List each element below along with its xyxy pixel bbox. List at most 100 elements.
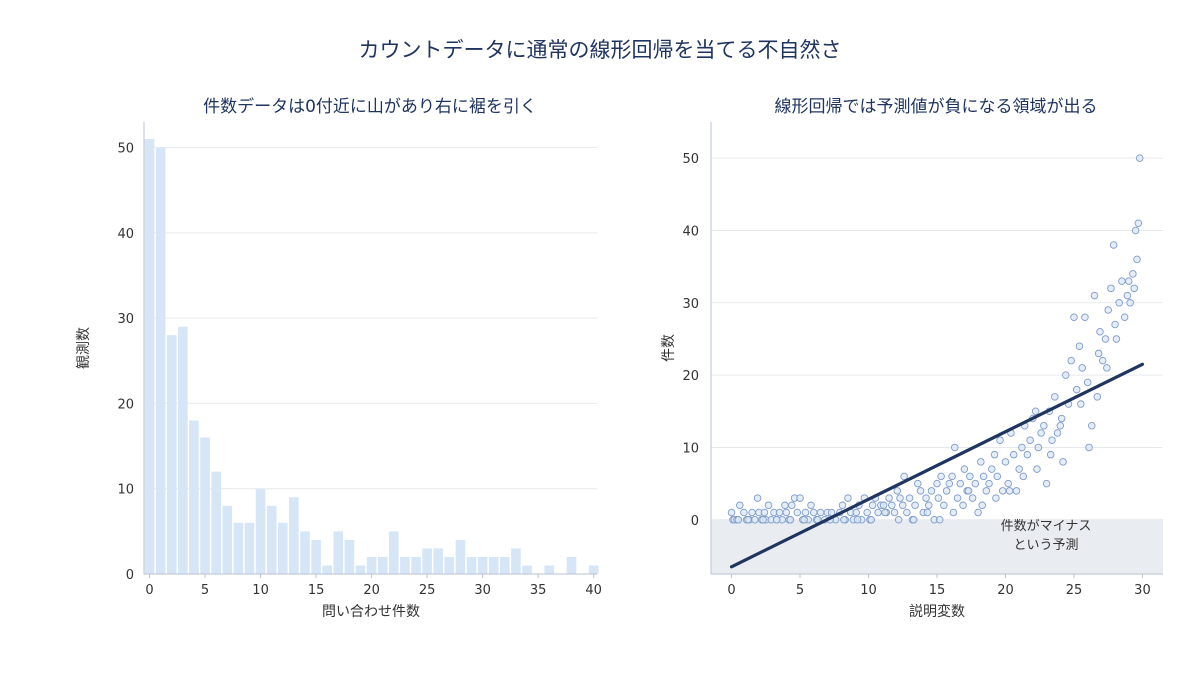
scatter-point bbox=[1109, 241, 1118, 249]
scatter-point bbox=[1057, 414, 1066, 423]
histogram-bar bbox=[455, 539, 466, 574]
scatter-point bbox=[1104, 306, 1112, 314]
histogram-bar bbox=[411, 556, 421, 574]
scatter-point bbox=[1019, 472, 1028, 481]
scatter-point bbox=[914, 479, 922, 488]
scatter-point bbox=[1009, 450, 1018, 459]
scatter-point bbox=[809, 508, 818, 517]
scatter-point bbox=[853, 516, 862, 524]
scatter-point bbox=[990, 450, 999, 459]
scatter-point bbox=[1115, 299, 1123, 307]
histogram-bar bbox=[289, 497, 299, 574]
scatter-point bbox=[1001, 458, 1010, 466]
right-chart-title: 線形回帰では予測値が負になる領域が出る bbox=[775, 97, 1098, 117]
scatter-point bbox=[1075, 342, 1084, 350]
scatter-point bbox=[923, 508, 932, 517]
right-x-tick-label: 10 bbox=[860, 583, 877, 598]
left-x-tick-label: 10 bbox=[252, 583, 269, 598]
scatter-point bbox=[1088, 421, 1096, 430]
histogram-bar bbox=[178, 326, 188, 574]
scatter-point bbox=[852, 508, 860, 517]
histogram-bar bbox=[344, 539, 355, 574]
histogram-bar bbox=[255, 488, 266, 574]
scatter-point bbox=[1120, 313, 1129, 322]
scatter-point bbox=[1004, 479, 1012, 488]
left-x-tick-label: 25 bbox=[419, 583, 436, 598]
left-chart-y-axis-label: 観測数 bbox=[75, 327, 92, 369]
scatter-point bbox=[1033, 465, 1041, 473]
scatter-point bbox=[793, 508, 802, 517]
scatter-point bbox=[1026, 436, 1034, 444]
histogram-bar bbox=[355, 565, 366, 574]
left-y-tick-label: 40 bbox=[117, 227, 134, 242]
left-y-tick-label: 50 bbox=[117, 142, 134, 157]
histogram-bar bbox=[189, 420, 199, 574]
histogram-bar bbox=[322, 565, 332, 574]
scatter-point bbox=[1118, 277, 1126, 285]
scatter-point bbox=[916, 487, 925, 495]
scatter-point bbox=[993, 472, 1002, 481]
scatter-point bbox=[867, 516, 876, 524]
scatter-point bbox=[927, 487, 936, 495]
scatter-point bbox=[863, 508, 871, 517]
annotation-line-1: 件数がマイナス bbox=[1001, 519, 1092, 534]
scatter-point bbox=[881, 508, 889, 517]
scatter-point bbox=[959, 501, 967, 510]
scatter-point bbox=[1125, 277, 1133, 285]
histogram-bar bbox=[488, 556, 499, 574]
scatter-point bbox=[977, 458, 985, 466]
scatter-point bbox=[1059, 458, 1067, 466]
scatter-point bbox=[1012, 487, 1021, 495]
figure-title: カウントデータに通常の線形回帰を当てる不自然さ bbox=[359, 38, 842, 62]
histogram-bar bbox=[522, 565, 532, 574]
scatter-point bbox=[1129, 270, 1137, 278]
scatter-point bbox=[982, 487, 991, 495]
scatter-point bbox=[727, 508, 736, 517]
scatter-point bbox=[1126, 299, 1134, 307]
scatter-point bbox=[903, 508, 911, 517]
scatter-point bbox=[1015, 465, 1023, 473]
scatter-point bbox=[744, 516, 752, 524]
right-x-tick-label: 15 bbox=[929, 583, 946, 598]
scatter-point bbox=[1131, 226, 1140, 235]
scatter-point bbox=[988, 465, 996, 473]
scatter-point bbox=[937, 472, 945, 481]
histogram-bar bbox=[433, 548, 444, 574]
scatter-point bbox=[772, 516, 781, 524]
histogram-bar bbox=[566, 556, 577, 574]
scatter-point bbox=[1023, 450, 1032, 459]
left-chart-histogram: 件数データは0付近に山があり右に裾を引く 0 5 10 15 20 25 30 35 40 0 10… bbox=[75, 96, 602, 620]
histogram-bar bbox=[544, 565, 555, 574]
right-x-tick-label: 25 bbox=[1066, 583, 1083, 598]
right-x-tick-label: 0 bbox=[727, 583, 735, 598]
scatter-point bbox=[899, 501, 907, 510]
right-y-tick-label: 40 bbox=[682, 224, 699, 239]
scatter-point bbox=[985, 479, 993, 488]
scatter-point bbox=[844, 494, 852, 502]
histogram-bar bbox=[366, 556, 377, 574]
right-chart-x-axis-label: 説明変数 bbox=[909, 603, 965, 620]
scatter-point bbox=[909, 516, 918, 524]
left-chart-title: 件数データは0付近に山があり右に裾を引く bbox=[203, 96, 537, 117]
histogram-bar bbox=[155, 147, 166, 574]
scatter-point bbox=[1081, 313, 1089, 322]
right-chart-scatter: 線形回帰では予測値が負になる領域が出る 0 5 10 15 20 25 30 0 10 20 30 4… bbox=[661, 97, 1163, 620]
scatter-point bbox=[949, 508, 958, 517]
scatter-point bbox=[1056, 421, 1065, 430]
negative-prediction-region bbox=[711, 519, 1163, 574]
left-x-tick-label: 30 bbox=[474, 583, 491, 598]
left-x-tick-label: 5 bbox=[201, 583, 209, 598]
scatter-point bbox=[801, 508, 810, 517]
scatter-point bbox=[971, 479, 980, 488]
scatter-point bbox=[1098, 356, 1107, 365]
left-chart-tick-labels: 0 5 10 15 20 25 30 35 40 0 10 20 30 40 50 bbox=[117, 142, 601, 598]
scatter-point bbox=[1094, 349, 1103, 358]
scatter-point bbox=[1093, 393, 1102, 401]
scatter-point bbox=[748, 508, 756, 517]
scatter-point bbox=[1107, 284, 1115, 293]
left-x-tick-label: 40 bbox=[585, 583, 602, 598]
scatter-point bbox=[1130, 284, 1138, 293]
histogram-bar bbox=[144, 139, 155, 574]
left-x-tick-label: 0 bbox=[145, 583, 153, 598]
right-y-tick-label: 20 bbox=[682, 369, 699, 384]
